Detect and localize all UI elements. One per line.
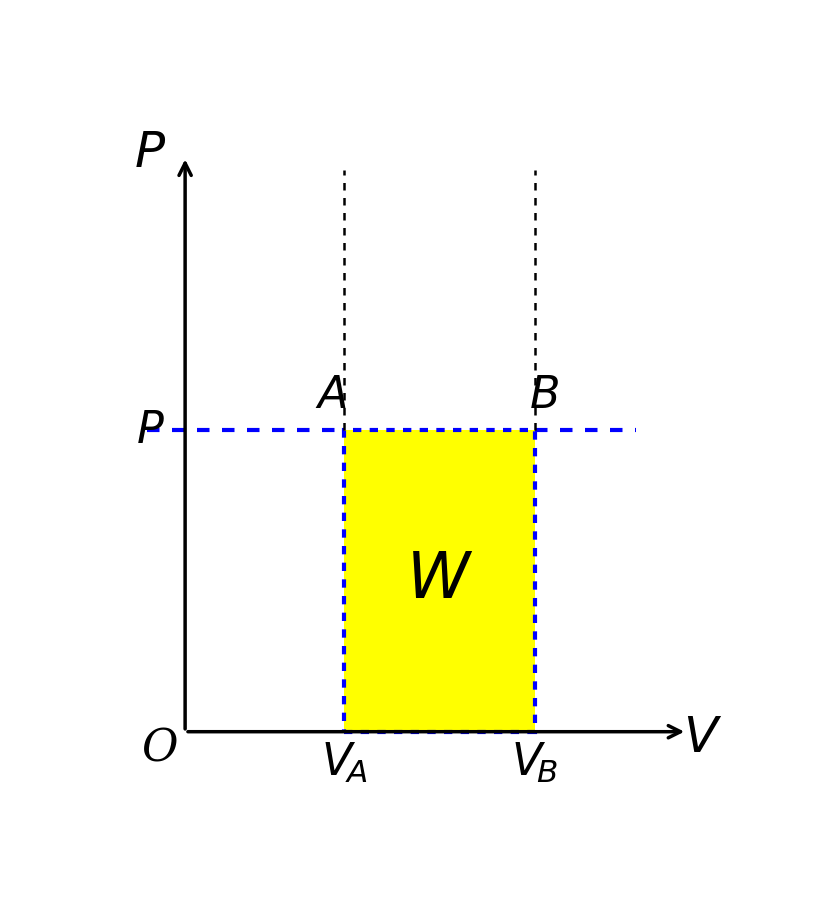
Text: $P$: $P$ <box>134 129 166 178</box>
Text: $A$: $A$ <box>315 374 346 418</box>
Text: $V$: $V$ <box>683 714 722 763</box>
Text: $V_{\!B}$: $V_{\!B}$ <box>510 741 558 785</box>
Text: $V_{\!A}$: $V_{\!A}$ <box>320 741 367 785</box>
Text: $W$: $W$ <box>405 550 473 612</box>
Text: $P$: $P$ <box>136 409 165 452</box>
Text: $B$: $B$ <box>528 374 559 418</box>
Text: O: O <box>141 727 178 770</box>
Bar <box>344 430 534 732</box>
